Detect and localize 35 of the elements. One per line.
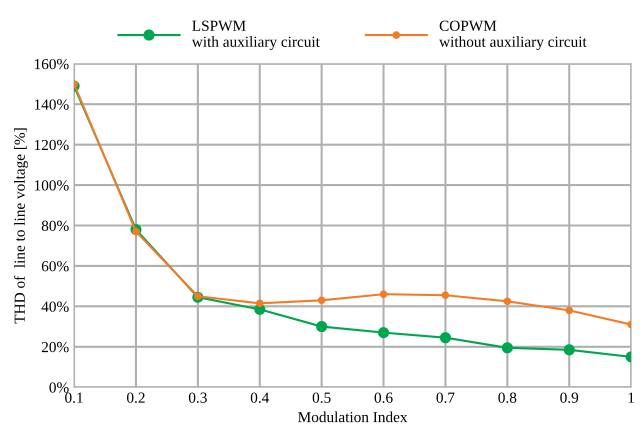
point bbox=[442, 291, 450, 300]
y-tick-label: 120% bbox=[34, 140, 69, 150]
y-tick-label: 60% bbox=[42, 261, 69, 272]
x-tick-label: 0.7 bbox=[436, 392, 455, 403]
x-tick-label: 0.9 bbox=[560, 392, 578, 403]
y-tick-label: 20% bbox=[42, 342, 69, 352]
point bbox=[316, 321, 328, 332]
x-tick-label: 0.6 bbox=[374, 392, 393, 403]
x-tick-label: 0.5 bbox=[312, 392, 331, 403]
y-tick-label: 80% bbox=[42, 220, 69, 231]
point bbox=[194, 292, 202, 300]
point bbox=[565, 306, 574, 314]
y-tick-label: 100% bbox=[34, 180, 69, 191]
x-axis-title: Modulation Index bbox=[298, 411, 408, 422]
x-tick-label: 1 bbox=[628, 392, 634, 403]
x-tick-label: 0.2 bbox=[126, 392, 145, 403]
legend-label: COPWM without auxiliary circuit bbox=[439, 20, 587, 50]
x-tick-label: 0.1 bbox=[65, 392, 83, 403]
y-tick-label: 40% bbox=[41, 301, 69, 312]
point bbox=[504, 297, 512, 306]
point bbox=[564, 344, 575, 356]
y-tick-label: 140% bbox=[34, 99, 69, 110]
point bbox=[440, 332, 451, 344]
y-tick-label: 0% bbox=[49, 382, 69, 393]
point bbox=[318, 296, 326, 304]
point bbox=[380, 290, 388, 298]
y-tick-label: 160% bbox=[34, 58, 69, 70]
x-tick-label: 0.4 bbox=[250, 392, 270, 403]
x-tick-label: 0.8 bbox=[498, 392, 516, 403]
point bbox=[502, 342, 513, 354]
x-tick-label: 0.3 bbox=[188, 392, 207, 403]
point bbox=[256, 300, 264, 308]
legend-label: LSPWM with auxiliary circuit bbox=[192, 20, 320, 50]
y-axis-title: THD of line to line voltage [%] bbox=[14, 128, 28, 324]
point bbox=[378, 327, 390, 338]
